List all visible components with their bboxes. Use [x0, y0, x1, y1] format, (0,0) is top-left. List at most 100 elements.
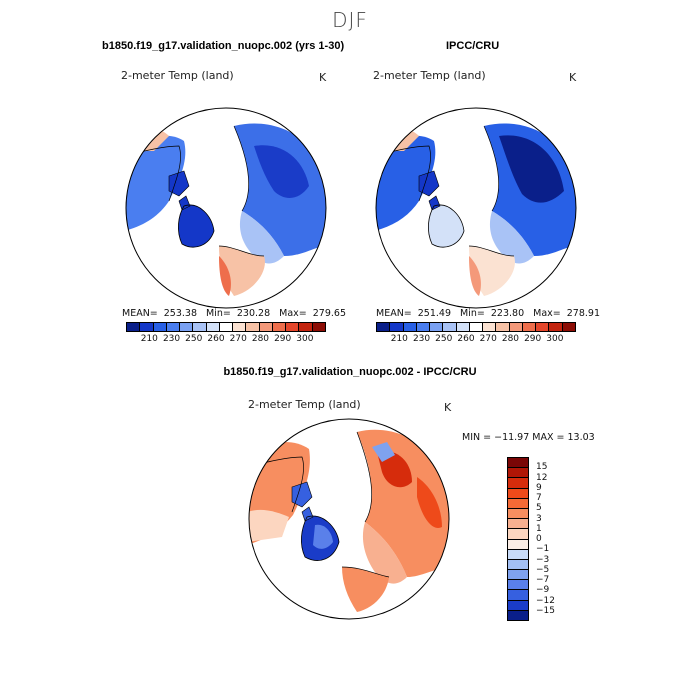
colorbar-tick-label: 5 — [536, 503, 542, 514]
panel1-title: b1850.f19_g17.validation_nuopc.002 (yrs … — [102, 40, 345, 52]
panel1-region-greenland — [178, 205, 214, 248]
colorbar-swatch — [469, 323, 484, 331]
panel1-region-europe — [239, 211, 284, 264]
panel2-region-canada — [376, 135, 436, 231]
panel2-stats: MEAN= 251.49 Min= 223.80 Max= 278.91 — [376, 308, 606, 319]
colorbar-swatch — [206, 323, 220, 331]
panel2-min-label: Min= — [460, 308, 485, 319]
colorbar-tick-label: −9 — [536, 585, 550, 596]
panel2-region-norway — [469, 256, 481, 296]
colorbar-swatch — [508, 488, 528, 499]
panel1-min-value: 230.28 — [236, 308, 271, 319]
colorbar-tick-label: 290 — [274, 334, 292, 344]
colorbar-swatch — [508, 590, 528, 601]
panel2-max-value: 278.91 — [566, 308, 601, 319]
colorbar-swatch — [509, 323, 523, 331]
colorbar-swatch — [508, 539, 528, 550]
panel1-region-canada — [126, 135, 186, 231]
colorbar-swatch — [508, 519, 528, 530]
colorbar-swatch — [508, 600, 528, 611]
panel2-region-archipelago — [418, 170, 441, 211]
panel2-min-value: 223.80 — [490, 308, 525, 319]
panel3-region-siberia-hotspot — [377, 451, 412, 488]
colorbar-swatch — [193, 323, 207, 331]
colorbar-swatch — [153, 323, 167, 331]
colorbar-tick-label: 3 — [536, 513, 542, 524]
colorbar-swatch — [496, 323, 510, 331]
colorbar-tick-label: 12 — [536, 472, 548, 483]
colorbar-swatch — [286, 323, 300, 331]
panel1-region-archipelago — [168, 170, 191, 211]
colorbar-swatch — [219, 323, 234, 331]
panel1-colorbar: 210 230 250 260 270 280 290 300 — [126, 322, 326, 346]
colorbar-swatch — [416, 323, 431, 331]
colorbar-swatch — [456, 323, 470, 331]
colorbar-tick-label: 250 — [435, 334, 453, 344]
colorbar-tick-label: 230 — [412, 334, 431, 344]
panel3-title: b1850.f19_g17.validation_nuopc.002 - IPC… — [223, 366, 477, 378]
colorbar-swatch — [259, 323, 273, 331]
colorbar-swatch — [562, 323, 575, 331]
colorbar-swatch — [166, 323, 181, 331]
colorbar-swatch — [483, 323, 497, 331]
panel1-min-label: Min= — [206, 308, 231, 319]
panel1-stats: MEAN= 253.38 Min= 230.28 Max= 279.65 — [122, 308, 352, 319]
panel2-polar-map — [375, 107, 577, 309]
colorbar-tick-label: 270 — [479, 334, 497, 344]
colorbar-tick-label: 300 — [546, 334, 564, 344]
colorbar-swatch — [508, 570, 528, 581]
colorbar-swatch — [508, 610, 528, 620]
colorbar-tick-label: 300 — [296, 334, 314, 344]
colorbar-tick-label: 250 — [185, 334, 203, 344]
colorbar-swatch — [508, 559, 528, 571]
colorbar-swatch — [522, 323, 537, 331]
panel3-region-severnaya — [372, 442, 395, 462]
panel2-region-siberia-core — [499, 135, 564, 203]
panel3-colorbar — [507, 457, 529, 621]
panel3-colorbar-ticks: 15 12 9 7 5 3 1 0 −1 −3 −5 −7 −9 −12 −15 — [536, 457, 576, 621]
panel1-region-norway — [219, 256, 231, 296]
panel3-region-hudson — [249, 509, 289, 542]
colorbar-swatch — [403, 323, 417, 331]
panel3-polar-map — [248, 418, 450, 620]
panel1-max-value: 279.65 — [312, 308, 347, 319]
colorbar-tick-label: −12 — [536, 595, 555, 606]
colorbar-swatch — [508, 549, 528, 560]
colorbar-tick-label: 230 — [162, 334, 181, 344]
colorbar-swatch — [549, 323, 563, 331]
colorbar-tick-label: −7 — [536, 575, 550, 585]
colorbar-swatch — [127, 323, 141, 331]
panel3-region-scandinavia — [342, 567, 389, 612]
colorbar-swatch — [312, 323, 325, 331]
panel1-max-label: Max= — [279, 308, 307, 319]
panel2-variable-label: 2-meter Temp (land) — [373, 69, 486, 82]
colorbar-tick-label: 1 — [536, 523, 542, 534]
colorbar-tick-label: 280 — [501, 334, 520, 344]
colorbar-tick-label: −5 — [536, 564, 550, 575]
panel1-region-siberia-core — [254, 145, 309, 198]
panel1-variable-label: 2-meter Temp (land) — [121, 69, 234, 82]
colorbar-swatch — [377, 323, 391, 331]
colorbar-tick-label: 290 — [524, 334, 542, 344]
colorbar-swatch — [508, 529, 528, 540]
panel1-mean-label: MEAN= — [122, 308, 158, 319]
colorbar-tick-label: 280 — [251, 334, 270, 344]
panel2-units-label: K — [569, 71, 577, 84]
colorbar-tick-label: −3 — [536, 554, 550, 565]
panel3-region-europe — [362, 522, 407, 584]
colorbar-tick-label: −15 — [536, 605, 555, 616]
colorbar-swatch — [390, 323, 404, 331]
panel3-units-label: K — [444, 401, 452, 414]
panel1-mean-value: 253.38 — [163, 308, 198, 319]
colorbar-tick-label: −1 — [536, 544, 550, 555]
panel2-mean-value: 251.49 — [417, 308, 452, 319]
figure-title: DJF — [332, 8, 368, 32]
colorbar-swatch — [443, 323, 457, 331]
panel3-minmax: MIN = −11.97 MAX = 13.03 — [462, 432, 595, 443]
colorbar-swatch — [536, 323, 550, 331]
colorbar-tick-label: 0 — [536, 534, 542, 544]
panel2-max-label: Max= — [533, 308, 561, 319]
colorbar-swatch — [508, 478, 528, 489]
colorbar-swatch — [180, 323, 194, 331]
colorbar-swatch — [246, 323, 260, 331]
